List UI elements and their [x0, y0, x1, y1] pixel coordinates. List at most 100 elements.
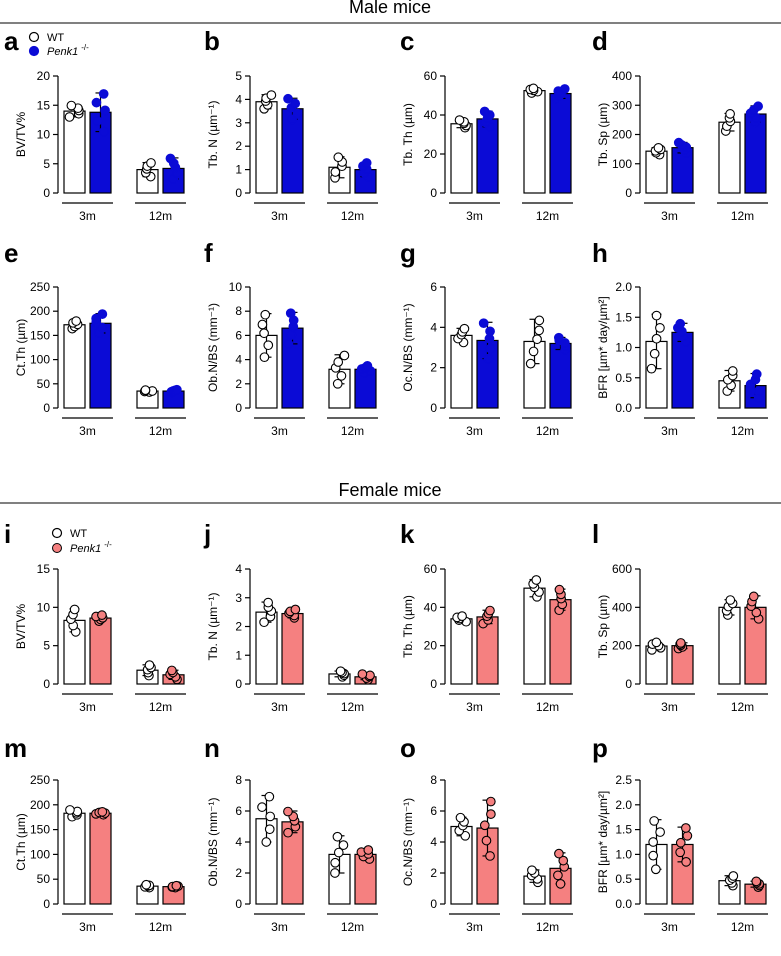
legend-female: WT Penk1 -/- — [51, 527, 112, 555]
data-point — [553, 870, 563, 881]
data-point — [725, 109, 735, 119]
data-point — [259, 328, 269, 339]
y-tick-label: 2 — [235, 377, 242, 391]
y-tick-label: 1.0 — [615, 847, 632, 861]
data-point — [65, 805, 75, 815]
panel-e: e 0 50 100 150 200 250 Ct.Th (µm) 3m 12m — [4, 238, 186, 438]
data-point — [338, 840, 349, 850]
bar-wt — [255, 101, 278, 194]
data-point — [335, 666, 346, 677]
panel-g: g 0 2 4 6 Oc.N/BS (mm⁻¹) 3m 12m — [400, 238, 573, 438]
y-axis-label: Ob.N/BS (mm⁻¹) — [206, 303, 220, 392]
y-tick-label: 5 — [235, 69, 242, 83]
data-point — [91, 97, 102, 108]
y-tick-label: 6 — [430, 280, 437, 294]
panel-o: o 0 2 4 6 8 Oc.N/BS (mm⁻¹) 3m 12m — [400, 733, 573, 934]
data-point — [485, 326, 495, 337]
data-point — [455, 812, 466, 823]
data-point — [454, 115, 465, 125]
data-point — [260, 309, 271, 320]
y-tick-label: 20 — [37, 69, 51, 83]
bar-wt — [523, 90, 546, 194]
group-label: 12m — [536, 209, 559, 223]
group-label: 3m — [79, 920, 96, 934]
group-label: 3m — [661, 920, 678, 934]
data-point — [259, 352, 270, 363]
panel-k: k 0 20 40 60 Tb. Th (µm) 3m 12m — [400, 519, 573, 714]
group-label: 3m — [661, 700, 678, 714]
group-label: 3m — [271, 424, 288, 438]
data-point — [485, 851, 495, 861]
group-label: 12m — [341, 209, 364, 223]
panel-letter: l — [592, 519, 599, 549]
legend-ko-marker — [28, 45, 40, 57]
y-tick-label: 5 — [43, 157, 50, 171]
data-point — [485, 796, 496, 807]
legend-wt-label: WT — [70, 528, 87, 540]
data-point — [655, 322, 665, 333]
group-label: 12m — [731, 424, 754, 438]
y-tick-label: 0 — [235, 677, 242, 691]
group-label: 3m — [661, 424, 678, 438]
panel-b: b 0 1 2 3 4 5 Tb. N (µm⁻¹) 3m 12m — [204, 26, 378, 223]
group-label: 12m — [149, 920, 172, 934]
data-point — [555, 878, 566, 889]
data-point — [651, 637, 662, 648]
y-tick-label: 0 — [235, 401, 242, 415]
y-tick-label: 200 — [30, 798, 50, 812]
y-tick-label: 40 — [424, 108, 438, 122]
panel-h: h 0.0 0.5 1.0 1.5 2.0 BFR [µm* day/µm²] 3m 12m — [592, 238, 768, 438]
y-tick-label: 3 — [235, 116, 242, 130]
y-axis-label: Tb. N (µm⁻¹) — [206, 101, 220, 169]
y-tick-label: 8 — [430, 773, 437, 787]
data-point — [330, 857, 341, 868]
bar-ko — [549, 92, 572, 194]
data-point — [97, 806, 108, 817]
group-label: 12m — [731, 920, 754, 934]
y-tick-label: 150 — [30, 328, 50, 342]
y-tick-label: 300 — [612, 98, 632, 112]
data-point — [265, 811, 276, 822]
group-label: 3m — [271, 209, 288, 223]
data-point — [478, 318, 489, 329]
data-point — [171, 384, 182, 395]
data-point — [361, 158, 372, 168]
data-point — [69, 604, 80, 615]
data-point — [283, 93, 293, 104]
y-tick-label: 4 — [430, 320, 437, 334]
data-point — [66, 100, 77, 111]
data-point — [263, 340, 274, 351]
panel-letter: h — [592, 238, 608, 268]
data-point — [646, 363, 657, 374]
y-tick-label: 200 — [612, 128, 632, 142]
data-point — [485, 343, 496, 354]
y-tick-label: 60 — [424, 562, 438, 576]
y-tick-label: 0.5 — [615, 371, 632, 385]
group-label: 12m — [536, 920, 559, 934]
data-point — [655, 827, 665, 837]
data-point — [99, 126, 109, 137]
y-tick-label: 5 — [43, 639, 50, 653]
section-title-female: Female mice — [338, 480, 441, 500]
data-point — [534, 315, 545, 326]
svg-text:Penk1 -/-: Penk1 -/- — [70, 540, 112, 555]
legend-ko-label: Penk1 — [70, 543, 101, 555]
data-point — [648, 850, 659, 861]
y-tick-label: 20 — [424, 147, 438, 161]
y-tick-label: 0.5 — [615, 872, 632, 886]
group-label: 3m — [79, 700, 96, 714]
y-tick-label: 600 — [612, 562, 632, 576]
data-point — [100, 105, 110, 116]
data-point — [171, 880, 182, 891]
data-point — [64, 112, 75, 122]
bar-ko — [89, 617, 112, 685]
panel-letter: p — [592, 733, 608, 763]
panel-letter: o — [400, 733, 416, 763]
data-point — [486, 809, 496, 819]
data-point — [675, 837, 686, 848]
group-label: 12m — [341, 700, 364, 714]
data-point — [653, 142, 664, 153]
y-tick-label: 0 — [430, 401, 437, 415]
data-point — [727, 366, 738, 376]
data-point — [649, 816, 660, 826]
